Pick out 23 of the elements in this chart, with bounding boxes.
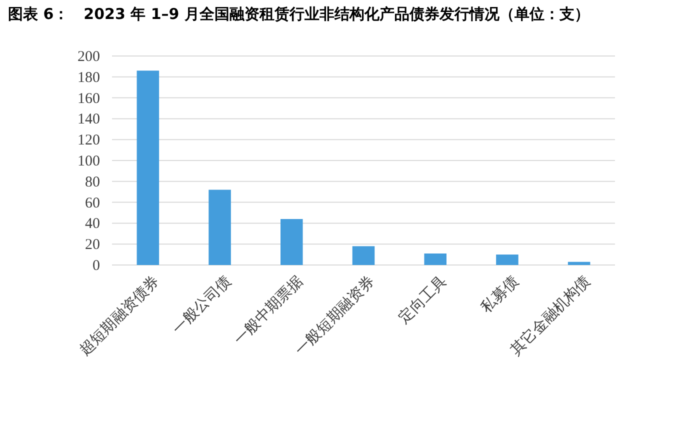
x-tick-label: 超短期融资债券 [76, 272, 163, 359]
x-tick-label: 一般公司债 [169, 272, 234, 338]
y-tick-label: 160 [78, 90, 100, 107]
bar [136, 70, 160, 265]
y-tick-label: 200 [78, 49, 100, 65]
y-tick-label: 180 [78, 70, 100, 86]
y-tick-label: 40 [85, 216, 100, 232]
bar [208, 190, 231, 265]
bar [496, 254, 518, 265]
x-tick-label: 私募债 [478, 272, 522, 316]
bar [568, 262, 590, 265]
y-tick-label: 60 [85, 195, 100, 212]
y-tick-label: 80 [85, 174, 100, 190]
y-tick-label: 20 [85, 237, 100, 254]
bar [280, 219, 303, 265]
x-tick-label: 定向工具 [396, 272, 450, 328]
bar [424, 254, 446, 265]
y-tick-label: 100 [78, 154, 100, 170]
chart-title: 图表 6： 2023 年 1–9 月全国融资租赁行业非结构化产品债券发行情况（单位：支） [8, 5, 590, 23]
y-tick-label: 140 [78, 112, 100, 128]
bar [352, 246, 375, 265]
y-tick-label: 120 [78, 132, 100, 149]
y-tick-label: 0 [92, 258, 100, 274]
